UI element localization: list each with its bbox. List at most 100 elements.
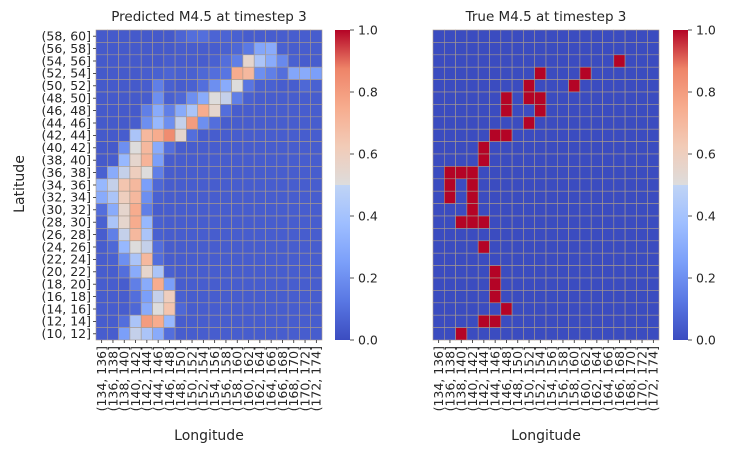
heatmap-cell <box>174 54 187 68</box>
heatmap-cell <box>276 215 289 229</box>
heatmap-cell <box>568 314 581 328</box>
heatmap-cell <box>489 252 502 266</box>
heatmap-cell <box>455 302 468 316</box>
heatmap-cell <box>613 153 626 167</box>
heatmap-cell <box>579 79 592 93</box>
heatmap-cell <box>624 91 637 105</box>
heatmap-cell <box>556 153 569 167</box>
heatmap-cell <box>523 54 536 68</box>
heatmap-cell <box>231 314 244 328</box>
heatmap-cell <box>613 215 626 229</box>
heatmap-cell <box>186 327 198 341</box>
heatmap-cell <box>489 290 502 304</box>
heatmap-cell <box>299 116 311 130</box>
true-xlabel: Longitude <box>511 428 581 444</box>
heatmap-cell <box>287 141 300 155</box>
heatmap-cell <box>511 228 524 242</box>
heatmap-cell <box>647 302 660 316</box>
heatmap-cell <box>265 79 278 93</box>
heatmap-cell <box>500 203 513 217</box>
x-tick-label: (166, 168] <box>275 346 290 411</box>
heatmap-cell <box>477 265 490 279</box>
heatmap-cell <box>477 166 490 180</box>
x-tick-label: (134, 136] <box>94 346 109 411</box>
heatmap-cell <box>489 116 502 130</box>
heatmap-cell <box>242 290 255 304</box>
heatmap-cell <box>624 54 637 68</box>
latitude-tick-labels: (58, 60](56, 58](54, 56](52, 54](50, 52]… <box>41 29 96 341</box>
heatmap-cell <box>107 141 119 155</box>
heatmap-cell <box>534 327 547 341</box>
heatmap-cell <box>636 327 649 341</box>
heatmap-cell <box>579 153 592 167</box>
heatmap-cell <box>636 66 649 80</box>
predicted-heatmap <box>95 29 323 341</box>
heatmap-cell <box>265 42 278 56</box>
heatmap-cell <box>556 166 569 180</box>
heatmap-cell <box>129 29 142 43</box>
longitude-tick-labels-right: (134, 136](136, 138](138, 140](140, 142]… <box>431 340 661 411</box>
heatmap-cell <box>253 252 266 266</box>
heatmap-cell <box>287 153 300 167</box>
heatmap-cell <box>466 290 479 304</box>
heatmap-cell <box>220 141 232 155</box>
heatmap-cell <box>432 128 445 142</box>
heatmap-cell <box>197 91 210 105</box>
heatmap-cell <box>568 277 581 291</box>
heatmap-cell <box>568 252 581 266</box>
heatmap-cell <box>287 203 300 217</box>
heatmap-cell <box>466 190 479 204</box>
heatmap-cell <box>231 128 244 142</box>
x-tick-label: (166, 168] <box>612 346 627 411</box>
heatmap-cell <box>129 190 142 204</box>
x-tick-label: (154, 156] <box>544 346 559 411</box>
heatmap-cell <box>455 91 468 105</box>
heatmap-cell <box>242 104 255 118</box>
heatmap-cell <box>152 153 165 167</box>
x-tick-label: (146, 148] <box>499 346 514 411</box>
heatmap-cell <box>140 116 153 130</box>
heatmap-cell <box>500 91 513 105</box>
heatmap-cell <box>466 66 479 80</box>
heatmap-cell <box>242 327 255 341</box>
heatmap-cell <box>163 153 176 167</box>
heatmap-cell <box>118 104 131 118</box>
x-tick-label: (144, 146] <box>487 346 502 411</box>
heatmap-cell <box>299 203 311 217</box>
heatmap-cell <box>568 178 581 192</box>
heatmap-cell <box>186 277 198 291</box>
heatmap-cell <box>602 190 615 204</box>
heatmap-cell <box>220 314 232 328</box>
heatmap-cell <box>310 128 323 142</box>
heatmap-cell <box>276 265 289 279</box>
heatmap-cell <box>253 91 266 105</box>
heatmap-cell <box>511 91 524 105</box>
heatmap-cell <box>534 116 547 130</box>
heatmap-cell <box>432 215 445 229</box>
heatmap-cell <box>129 91 142 105</box>
heatmap-cell <box>140 252 153 266</box>
heatmap-cell <box>466 252 479 266</box>
heatmap-cell <box>197 178 210 192</box>
heatmap-cell <box>208 240 221 254</box>
heatmap-cell <box>231 178 244 192</box>
heatmap-cell <box>443 91 456 105</box>
heatmap-cell <box>624 240 637 254</box>
heatmap-cell <box>231 327 244 341</box>
heatmap-cell <box>477 128 490 142</box>
heatmap-cell <box>242 166 255 180</box>
heatmap-cell <box>299 29 311 43</box>
heatmap-cell <box>466 203 479 217</box>
heatmap-cell <box>489 79 502 93</box>
heatmap-cell <box>523 153 536 167</box>
heatmap-cell <box>568 302 581 316</box>
heatmap-cell <box>432 104 445 118</box>
heatmap-cell <box>95 104 108 118</box>
heatmap-cell <box>590 153 603 167</box>
heatmap-cell <box>174 29 187 43</box>
heatmap-cell <box>523 240 536 254</box>
heatmap-cell <box>118 79 131 93</box>
heatmap-cell <box>242 215 255 229</box>
heatmap-cell <box>556 327 569 341</box>
heatmap-cell <box>523 265 536 279</box>
